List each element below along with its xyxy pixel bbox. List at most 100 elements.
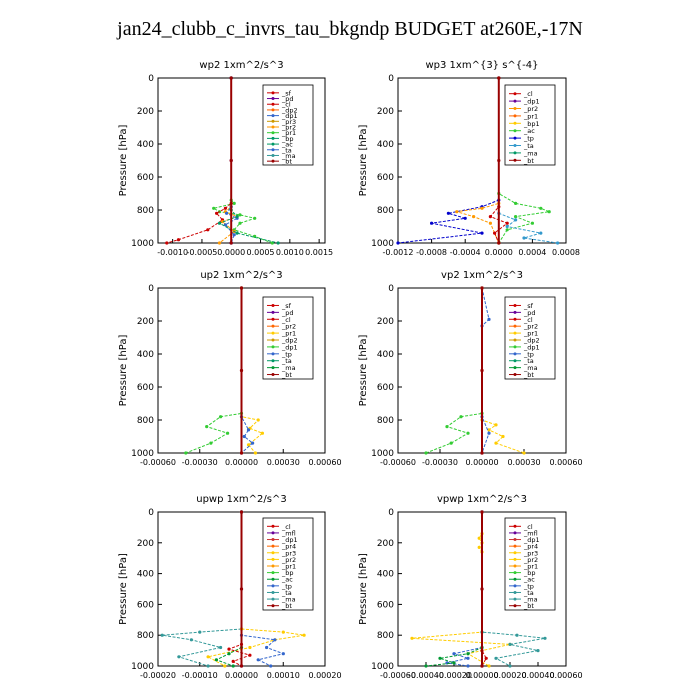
series-point-ta (539, 231, 543, 235)
legend-marker (513, 352, 517, 356)
series-point-bt (239, 510, 244, 514)
legend-marker (271, 345, 275, 349)
series-point-bt (480, 510, 484, 514)
y-tick-label: 400 (137, 570, 154, 580)
x-tick-label: 0.00060 (549, 671, 582, 680)
series-point-pr2 (410, 636, 414, 640)
legend-marker (271, 119, 275, 123)
y-tick-label: 1000 (131, 449, 154, 459)
y-tick-label: 800 (377, 416, 394, 426)
y-tick-label: 400 (137, 350, 154, 360)
series-point-tp (430, 221, 434, 225)
panel-title: wp2 1xm^2/s^3 (199, 60, 283, 71)
series-point-pr2 (248, 645, 252, 650)
legend-marker (513, 538, 517, 542)
series-point-ac (424, 664, 428, 668)
series-point-bt (480, 451, 484, 455)
series-point-pr1 (232, 201, 236, 205)
x-tick-label: 0.0005 (247, 248, 275, 257)
legend-marker (271, 373, 275, 377)
x-tick-label: 0.00040 (521, 671, 554, 680)
legend-marker (513, 584, 517, 588)
legend-marker (271, 359, 275, 363)
x-tick-label: 0.00000 (225, 458, 258, 467)
chart-panel-1: wp2 1xm^2/s^3 Pressure [hPa] 0 200 400 600 800… (118, 60, 333, 257)
legend-marker (513, 544, 517, 548)
y-axis-label: Pressure [hPa] (358, 125, 369, 197)
y-tick-label: 600 (137, 383, 154, 393)
legend-label: _cl (281, 101, 291, 109)
y-axis-label: Pressure [hPa] (358, 553, 369, 625)
legend-label: _pr2 (523, 556, 538, 564)
panel-title: upwp 1xm^2/s^3 (196, 494, 286, 505)
legend-marker (271, 108, 275, 112)
legend-marker (271, 597, 275, 601)
legend-label: _ac (281, 141, 293, 149)
legend-marker (271, 571, 275, 575)
series-point-dp1 (223, 223, 227, 227)
series-point-bt (239, 587, 244, 591)
series-point-tp (480, 231, 484, 235)
series-line-tp (446, 512, 483, 667)
legend-label: _pr1 (281, 330, 296, 338)
legend-marker (271, 142, 275, 146)
series-line-pr2 (411, 512, 511, 667)
x-tick-label: 0.0010 (276, 248, 304, 257)
series-point-ac (466, 652, 470, 656)
legend-label: _pr4 (281, 543, 296, 551)
series-point-tp (446, 211, 450, 215)
series-point-pr2 (487, 664, 491, 668)
x-tick-label: 0.00010 (267, 671, 300, 680)
legend-marker (513, 571, 517, 575)
y-tick-label: 400 (377, 350, 394, 360)
legend-label: _pd (281, 95, 294, 103)
series-point-pr1 (238, 213, 242, 217)
series-line-pr1 (241, 288, 264, 454)
series-line-ac (215, 512, 242, 667)
y-tick-label: 400 (137, 140, 154, 150)
chart-panel-6: vpwp 1xm^2/s^3 Pressure [hPa] 0 200 400 600 80… (358, 494, 583, 680)
y-axis-label: Pressure [hPa] (358, 335, 369, 407)
legend-label: _dp2 (281, 106, 298, 114)
legend-label: _dp1 (281, 112, 298, 120)
legend-label: _pd (281, 309, 294, 317)
legend-marker (271, 148, 275, 152)
series-line-cl (166, 78, 232, 244)
series-point-dp1 (205, 425, 209, 429)
legend-marker (513, 121, 517, 125)
chart-panel-5: upwp 1xm^2/s^3 Pressure [hPa] 0 200 400 600 80… (118, 494, 342, 680)
panel-title: wp3 1xm^{3} s^{-4} (425, 60, 538, 71)
series-point-ac (452, 661, 456, 665)
legend-marker (271, 564, 275, 568)
y-axis-label: Pressure [hPa] (118, 125, 129, 197)
series-point-bt (239, 286, 244, 290)
chart-panel-3: up2 1xm^2/s^3 Pressure [hPa] 0 200 400 600 800… (118, 270, 342, 467)
series-point-cl (176, 238, 181, 242)
x-tick-label: -0.0012 (383, 248, 414, 257)
series-line-pr1 (212, 78, 273, 244)
series-line-tp (241, 288, 254, 454)
x-tick-label: -0.0004 (450, 248, 481, 257)
legend-label: _pr2 (281, 323, 296, 331)
series-point-ac (217, 221, 222, 225)
legend-label: _ta (523, 357, 534, 365)
x-tick-label: 0.00060 (549, 458, 582, 467)
plot-frame (397, 77, 567, 244)
legend-label: _ma (523, 364, 538, 372)
series-point-tp (396, 241, 400, 245)
series-line-tp (397, 78, 500, 244)
series-point-bt (497, 241, 501, 245)
series-point-tp (452, 652, 456, 656)
legend-marker (271, 352, 275, 356)
legend-label: _sf (281, 302, 292, 310)
y-tick-label: 200 (137, 317, 154, 327)
legend-marker (271, 557, 275, 561)
y-tick-label: 1000 (371, 449, 394, 459)
legend-marker (513, 303, 517, 307)
legend-marker (513, 345, 517, 349)
legend-marker (513, 557, 517, 561)
series-point-tp (269, 664, 273, 668)
y-tick-label: 200 (377, 317, 394, 327)
legend-marker (271, 531, 275, 535)
